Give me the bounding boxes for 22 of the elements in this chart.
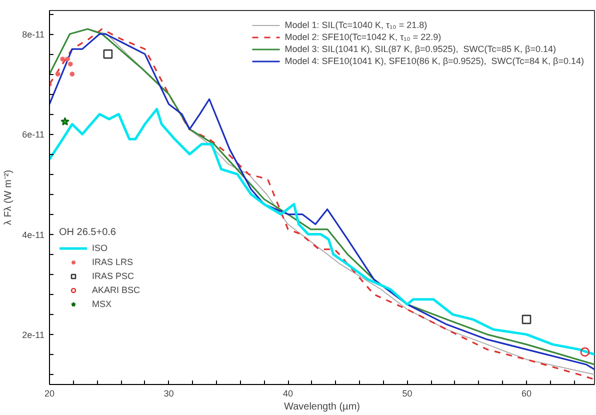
legend-label: AKARI BSC bbox=[92, 285, 140, 295]
legend-label: MSX bbox=[92, 299, 112, 309]
x-axis-title: Wavelength (µm) bbox=[284, 402, 360, 412]
legend-label: ISO bbox=[92, 243, 109, 253]
legend-label: Model 1: SIL(Tc=1040 K, τ₁₀ = 21.8) bbox=[284, 20, 428, 30]
x-tick-label: 20 bbox=[44, 388, 55, 398]
legend-label: Model 3: SIL(1041 K), SIL(87 K, β=0.9525), SWC(Tc=85 K, β=0.14) bbox=[284, 44, 556, 54]
y-tick-label: 2e-11 bbox=[22, 330, 45, 340]
y-axis-title: λ Fλ (W m⁻²) bbox=[3, 170, 14, 226]
legend-label: IRAS LRS bbox=[92, 257, 134, 267]
y-tick-label: 4e-11 bbox=[22, 230, 45, 240]
y-tick-label: 8e-11 bbox=[22, 30, 45, 40]
x-tick-label: 60 bbox=[522, 388, 532, 398]
x-tick-label: 30 bbox=[164, 388, 174, 398]
line-series bbox=[50, 108, 594, 356]
legend-title: OH 26.5+0.6 bbox=[59, 227, 117, 238]
legend-label: Model 4: SFE10(1041 K), SFE10(86 K, β=0.9525), SWC(Tc=84 K, β=0.14) bbox=[284, 56, 584, 66]
legend-label: IRAS PSC bbox=[92, 271, 134, 281]
x-tick-label: 40 bbox=[283, 388, 294, 398]
x-tick-label: 50 bbox=[402, 388, 412, 398]
legend-label: Model 2: SFE10(Tc=1042 K, τ₁₀ = 22.9) bbox=[284, 32, 442, 42]
y-tick-label: 6e-11 bbox=[22, 130, 45, 140]
